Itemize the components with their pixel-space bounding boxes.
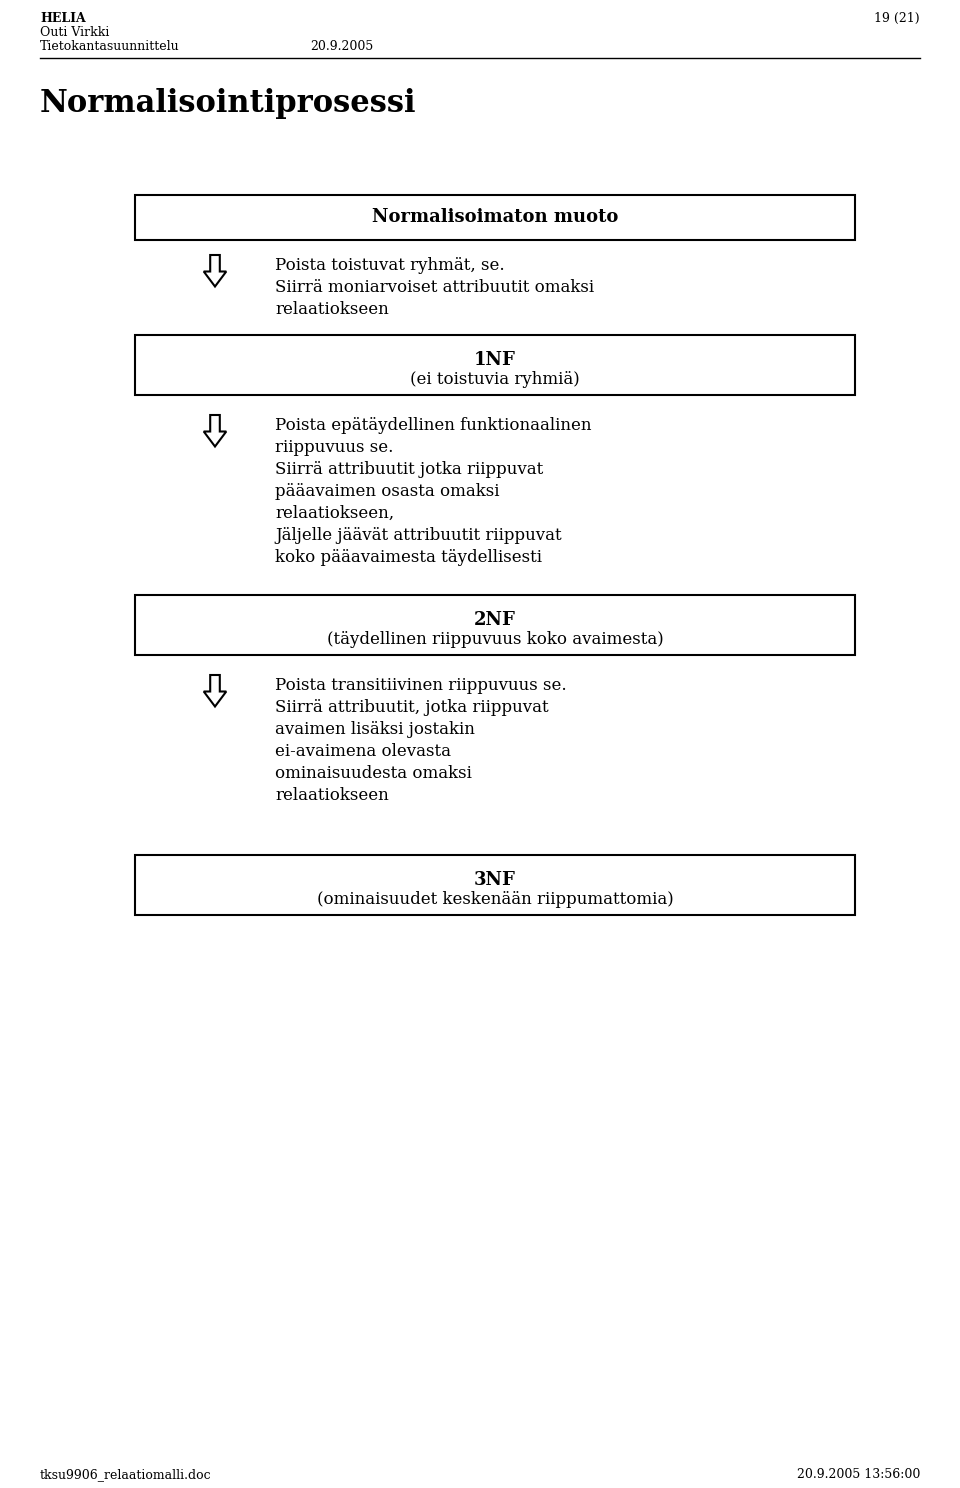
Text: koko pääavaimesta täydellisesti: koko pääavaimesta täydellisesti [275,549,542,565]
Text: (ominaisuudet keskenään riippumattomia): (ominaisuudet keskenään riippumattomia) [317,891,673,908]
Polygon shape [204,415,227,446]
Text: tksu9906_relaatiomalli.doc: tksu9906_relaatiomalli.doc [40,1469,211,1481]
Text: Normalisointiprosessi: Normalisointiprosessi [40,88,417,119]
Text: 3NF: 3NF [474,870,516,888]
Text: relaatiokseen: relaatiokseen [275,787,389,804]
Text: avaimen lisäksi jostakin: avaimen lisäksi jostakin [275,722,475,738]
Text: 2NF: 2NF [474,612,516,629]
Text: 20.9.2005 13:56:00: 20.9.2005 13:56:00 [797,1469,920,1481]
Text: HELIA: HELIA [40,12,85,25]
Polygon shape [204,676,227,707]
Text: riippuvuus se.: riippuvuus se. [275,439,394,455]
Text: (täydellinen riippuvuus koko avaimesta): (täydellinen riippuvuus koko avaimesta) [326,631,663,647]
Text: Normalisoimaton muoto: Normalisoimaton muoto [372,208,618,226]
Polygon shape [204,254,227,287]
Text: Poista toistuvat ryhmät, se.: Poista toistuvat ryhmät, se. [275,257,505,274]
Text: relaatiokseen,: relaatiokseen, [275,504,395,522]
Bar [135,335,855,394]
Text: Outi Virkki: Outi Virkki [40,25,109,39]
Text: Poista epätäydellinen funktionaalinen: Poista epätäydellinen funktionaalinen [275,417,591,434]
Text: pääavaimen osasta omaksi: pääavaimen osasta omaksi [275,484,499,500]
Bar [135,595,855,655]
Text: 20.9.2005: 20.9.2005 [310,40,373,54]
Text: Siirrä moniarvoiset attribuutit omaksi: Siirrä moniarvoiset attribuutit omaksi [275,278,594,296]
Bar [135,856,855,915]
Text: ominaisuudesta omaksi: ominaisuudesta omaksi [275,765,472,783]
Text: ei-avaimena olevasta: ei-avaimena olevasta [275,743,451,760]
Text: Siirrä attribuutit, jotka riippuvat: Siirrä attribuutit, jotka riippuvat [275,699,548,716]
Bar [135,195,855,240]
Text: Siirrä attribuutit jotka riippuvat: Siirrä attribuutit jotka riippuvat [275,461,543,478]
Text: Tietokantasuunnittelu: Tietokantasuunnittelu [40,40,180,54]
Text: 1NF: 1NF [474,351,516,369]
Text: 19 (21): 19 (21) [875,12,920,25]
Text: Poista transitiivinen riippuvuus se.: Poista transitiivinen riippuvuus se. [275,677,566,693]
Text: relaatiokseen: relaatiokseen [275,301,389,318]
Text: Jäljelle jäävät attribuutit riippuvat: Jäljelle jäävät attribuutit riippuvat [275,527,562,545]
Text: (ei toistuvia ryhmiä): (ei toistuvia ryhmiä) [410,371,580,388]
